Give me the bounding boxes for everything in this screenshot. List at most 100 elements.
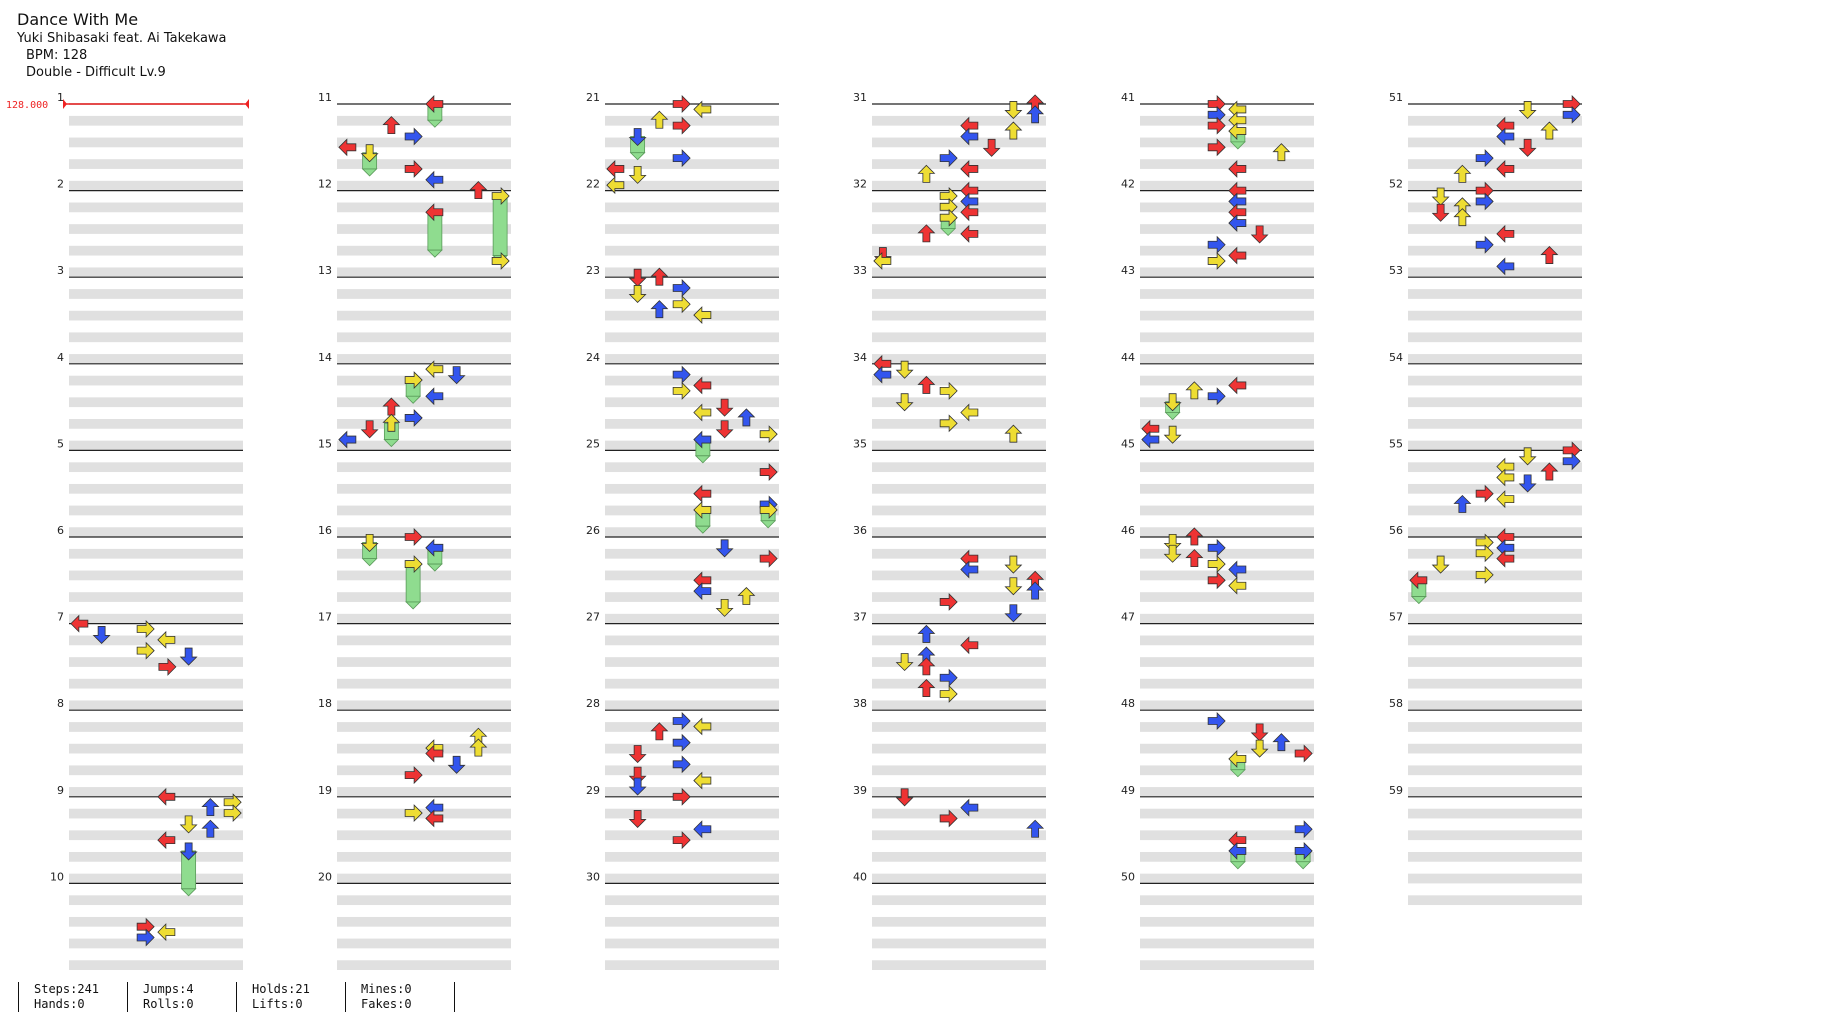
left-arrow-icon xyxy=(693,771,712,790)
right-arrow-icon xyxy=(223,804,242,823)
beat-band xyxy=(337,440,511,451)
beat-band xyxy=(1140,548,1314,559)
up-arrow-icon xyxy=(650,300,669,319)
beat-band xyxy=(337,115,511,126)
left-arrow-icon xyxy=(960,560,979,579)
down-arrow-icon xyxy=(179,815,198,834)
right-arrow-icon xyxy=(672,787,691,806)
right-arrow-icon xyxy=(404,766,423,785)
left-arrow-icon xyxy=(1496,490,1515,509)
left-arrow-icon xyxy=(960,127,979,146)
right-arrow-icon xyxy=(491,187,510,205)
beat-band xyxy=(605,548,779,559)
beat-band xyxy=(69,678,243,689)
beat-band xyxy=(69,202,243,213)
right-arrow-icon xyxy=(672,733,691,752)
stat-group: Holds:21 Lifts:0 xyxy=(236,982,345,1012)
beat-band xyxy=(872,678,1046,689)
measure-number: 30 xyxy=(586,870,600,883)
right-arrow-icon xyxy=(491,251,510,270)
beat-band xyxy=(1408,419,1582,429)
up-arrow-icon xyxy=(737,408,756,427)
left-arrow-icon xyxy=(1496,457,1515,476)
left-arrow-icon xyxy=(693,430,712,449)
beat-band xyxy=(337,873,511,884)
song-header: Dance With Me Yuki Shibasaki feat. Ai Ta… xyxy=(17,10,227,81)
up-arrow-icon xyxy=(1540,121,1559,140)
up-arrow-icon xyxy=(1540,462,1559,481)
beat-band xyxy=(1408,700,1582,711)
beat-band xyxy=(337,700,511,711)
measure-number: 12 xyxy=(318,178,332,191)
beat-band xyxy=(605,440,779,451)
up-arrow-icon xyxy=(1453,164,1472,183)
down-arrow-icon xyxy=(1431,187,1450,206)
measure-number: 7 xyxy=(57,611,64,624)
beat-band xyxy=(337,289,511,299)
right-arrow-icon xyxy=(404,159,423,178)
beat-band xyxy=(69,916,243,927)
beat-band xyxy=(1140,159,1314,169)
beat-band xyxy=(872,289,1046,299)
measure-number: 31 xyxy=(853,91,867,104)
beat-band xyxy=(1408,332,1582,343)
bpm-label: BPM: 128 xyxy=(26,48,88,63)
measure-number: 22 xyxy=(586,178,600,191)
beat-band xyxy=(69,873,243,884)
beat-band xyxy=(69,635,243,646)
right-arrow-icon xyxy=(1562,95,1581,113)
up-arrow-icon xyxy=(1026,581,1045,600)
right-arrow-icon xyxy=(939,592,958,611)
beat-band xyxy=(337,310,511,321)
beat-band xyxy=(337,180,511,191)
right-arrow-icon xyxy=(1475,192,1494,211)
stat-rolls: Rolls:0 xyxy=(143,997,194,1011)
beat-band xyxy=(69,938,243,949)
right-arrow-icon xyxy=(404,528,423,546)
up-arrow-icon xyxy=(382,116,401,135)
left-arrow-icon xyxy=(425,538,444,557)
right-arrow-icon xyxy=(1562,452,1581,471)
right-arrow-icon xyxy=(136,641,155,660)
beat-band xyxy=(872,722,1046,732)
beat-band xyxy=(69,397,243,408)
up-arrow-icon xyxy=(1026,105,1045,124)
down-arrow-icon xyxy=(179,842,198,861)
stat-mines: Mines:0 xyxy=(361,982,412,996)
beat-band xyxy=(1140,570,1314,581)
left-arrow-icon xyxy=(1496,127,1515,146)
down-arrow-icon xyxy=(1163,425,1182,444)
beat-band xyxy=(872,916,1046,927)
beat-band xyxy=(69,960,243,970)
left-arrow-icon xyxy=(157,831,176,850)
beat-band xyxy=(1408,852,1582,862)
beat-band xyxy=(605,505,779,516)
beat-band xyxy=(1408,570,1582,581)
left-arrow-icon xyxy=(606,176,625,195)
hold-tail xyxy=(1229,141,1246,150)
beat-band xyxy=(1140,613,1314,624)
right-arrow-icon xyxy=(404,555,423,574)
beat-band xyxy=(1408,787,1582,797)
beat-band xyxy=(872,852,1046,862)
beat-band xyxy=(69,137,243,148)
left-arrow-icon xyxy=(693,582,712,601)
left-arrow-icon xyxy=(873,365,892,384)
left-arrow-icon xyxy=(693,500,712,519)
left-arrow-icon xyxy=(1228,122,1247,141)
beat-band xyxy=(337,202,511,213)
beat-band xyxy=(1140,873,1314,884)
beat-band xyxy=(337,916,511,927)
beat-band xyxy=(337,722,511,732)
down-arrow-icon xyxy=(1518,474,1537,493)
measure-number: 32 xyxy=(853,178,867,191)
beat-band xyxy=(605,657,779,667)
down-arrow-icon xyxy=(628,810,647,829)
right-arrow-icon xyxy=(939,668,958,687)
left-arrow-icon xyxy=(1228,560,1247,579)
right-arrow-icon xyxy=(939,381,958,400)
hold-tail xyxy=(426,249,443,258)
beat-band xyxy=(605,873,779,884)
beat-band xyxy=(1408,873,1582,884)
left-arrow-icon xyxy=(1228,576,1247,595)
